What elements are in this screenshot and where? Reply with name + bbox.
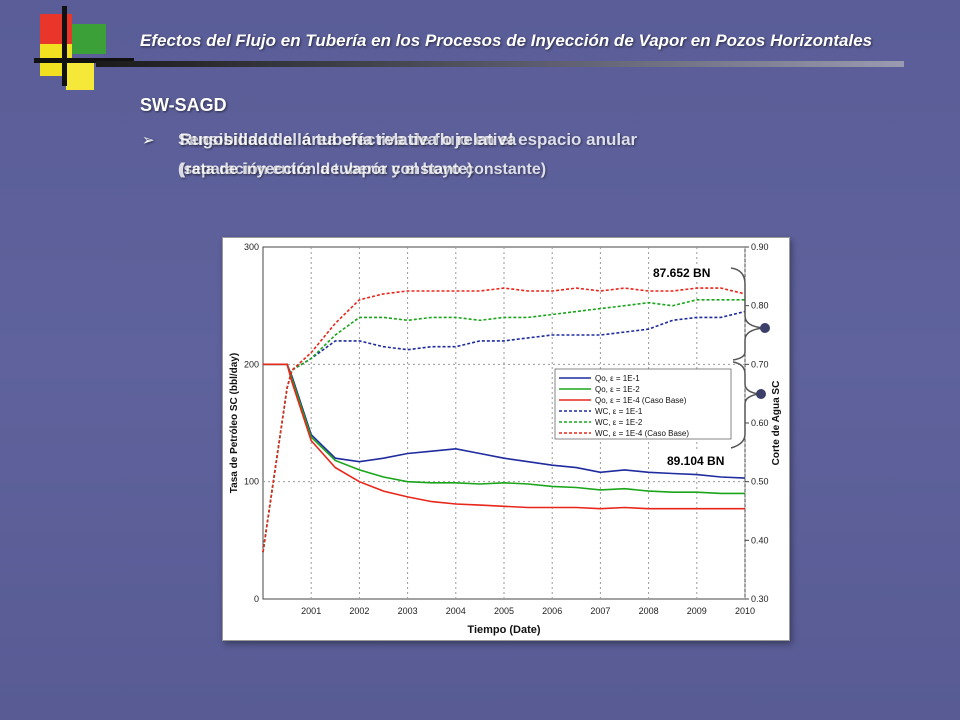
y-tick-label: 0 xyxy=(254,594,259,604)
section-title: SW-SAGD xyxy=(140,95,227,115)
series-line-4 xyxy=(262,310,746,553)
annotation-top: 87.652 BN xyxy=(649,264,715,282)
y2-tick-label: 0.30 xyxy=(751,594,769,604)
logo-square-red xyxy=(40,14,72,44)
x-tick-label: 2002 xyxy=(349,606,369,616)
legend-label: Qo, ε = 1E-1 xyxy=(595,374,640,383)
logo xyxy=(0,0,140,100)
brace-top-dot xyxy=(760,323,770,333)
y2-tick-label: 0.90 xyxy=(751,242,769,252)
x-tick-label: 2006 xyxy=(542,606,562,616)
logo-square-green xyxy=(72,24,106,54)
y2-tick-label: 0.60 xyxy=(751,418,769,428)
x-tick-label: 2010 xyxy=(735,606,755,616)
legend-label: WC, ε = 1E-2 xyxy=(595,418,643,427)
y-tick-label: 200 xyxy=(244,359,259,369)
brace-bottom-dot xyxy=(756,389,766,399)
series-line-1 xyxy=(263,363,746,479)
y2-tick-label: 0.50 xyxy=(751,477,769,487)
x-tick-label: 2003 xyxy=(398,606,418,616)
series-line-6 xyxy=(262,287,746,553)
bullet-arrow-icon: ➢ xyxy=(142,132,155,149)
y2-axis-label: Corte de Agua SC xyxy=(771,381,782,466)
bullet-line1-b: Rugosidad de la tubería relativa o relat… xyxy=(180,130,517,149)
x-tick-label: 2005 xyxy=(494,606,514,616)
bullet-line2-a: (separación entre la tubería y el hoyo c… xyxy=(178,161,547,178)
x-tick-label: 2007 xyxy=(590,606,610,616)
series-line-3 xyxy=(263,363,745,510)
logo-cross-horizontal xyxy=(34,58,134,63)
y-tick-label: 300 xyxy=(244,242,259,252)
bullet-line2-b: (rata de inyección de vapor constante) xyxy=(180,161,473,178)
header-title: Efectos del Flujo en Tubería en los Proc… xyxy=(140,31,873,50)
x-axis-label: Tiempo (Date) xyxy=(467,624,540,636)
series-line-2 xyxy=(263,363,745,495)
oil-rate-chart: 2001 2002 2003 2004 2005 2006 2007 2008 2009 2010… xyxy=(229,242,782,636)
annotation-bottom: 89.104 BN xyxy=(663,452,729,470)
x-tick-label: 2008 xyxy=(639,606,659,616)
legend-label: Qo, ε = 1E-2 xyxy=(595,385,640,394)
legend-label: WC, ε = 1E-1 xyxy=(595,407,643,416)
chart-container: 2001 2002 2003 2004 2005 2006 2007 2008 2009 2010… xyxy=(222,237,790,641)
y-tick-label: 100 xyxy=(244,477,259,487)
header-divider xyxy=(96,61,904,67)
legend-box xyxy=(554,368,732,440)
y2-tick-label: 0.80 xyxy=(751,301,769,311)
logo-square-yellow-2 xyxy=(66,60,94,90)
x-tick-label: 2009 xyxy=(687,606,707,616)
logo-cross-vertical xyxy=(62,6,67,86)
x-tick-label: 2004 xyxy=(446,606,466,616)
x-tick-label: 2001 xyxy=(301,606,321,616)
y-axis-label: Tasa de Petróleo SC (bbl/day) xyxy=(229,353,240,493)
y2-tick-label: 0.40 xyxy=(751,535,769,545)
legend-label: WC, ε = 1E-4 (Caso Base) xyxy=(595,429,689,438)
bullet-line1-a: Sensibilidad al área efectiva de flujo e… xyxy=(178,130,638,149)
y2-tick-label: 0.70 xyxy=(751,359,769,369)
legend-label: Qo, ε = 1E-4 (Caso Base) xyxy=(595,396,687,405)
